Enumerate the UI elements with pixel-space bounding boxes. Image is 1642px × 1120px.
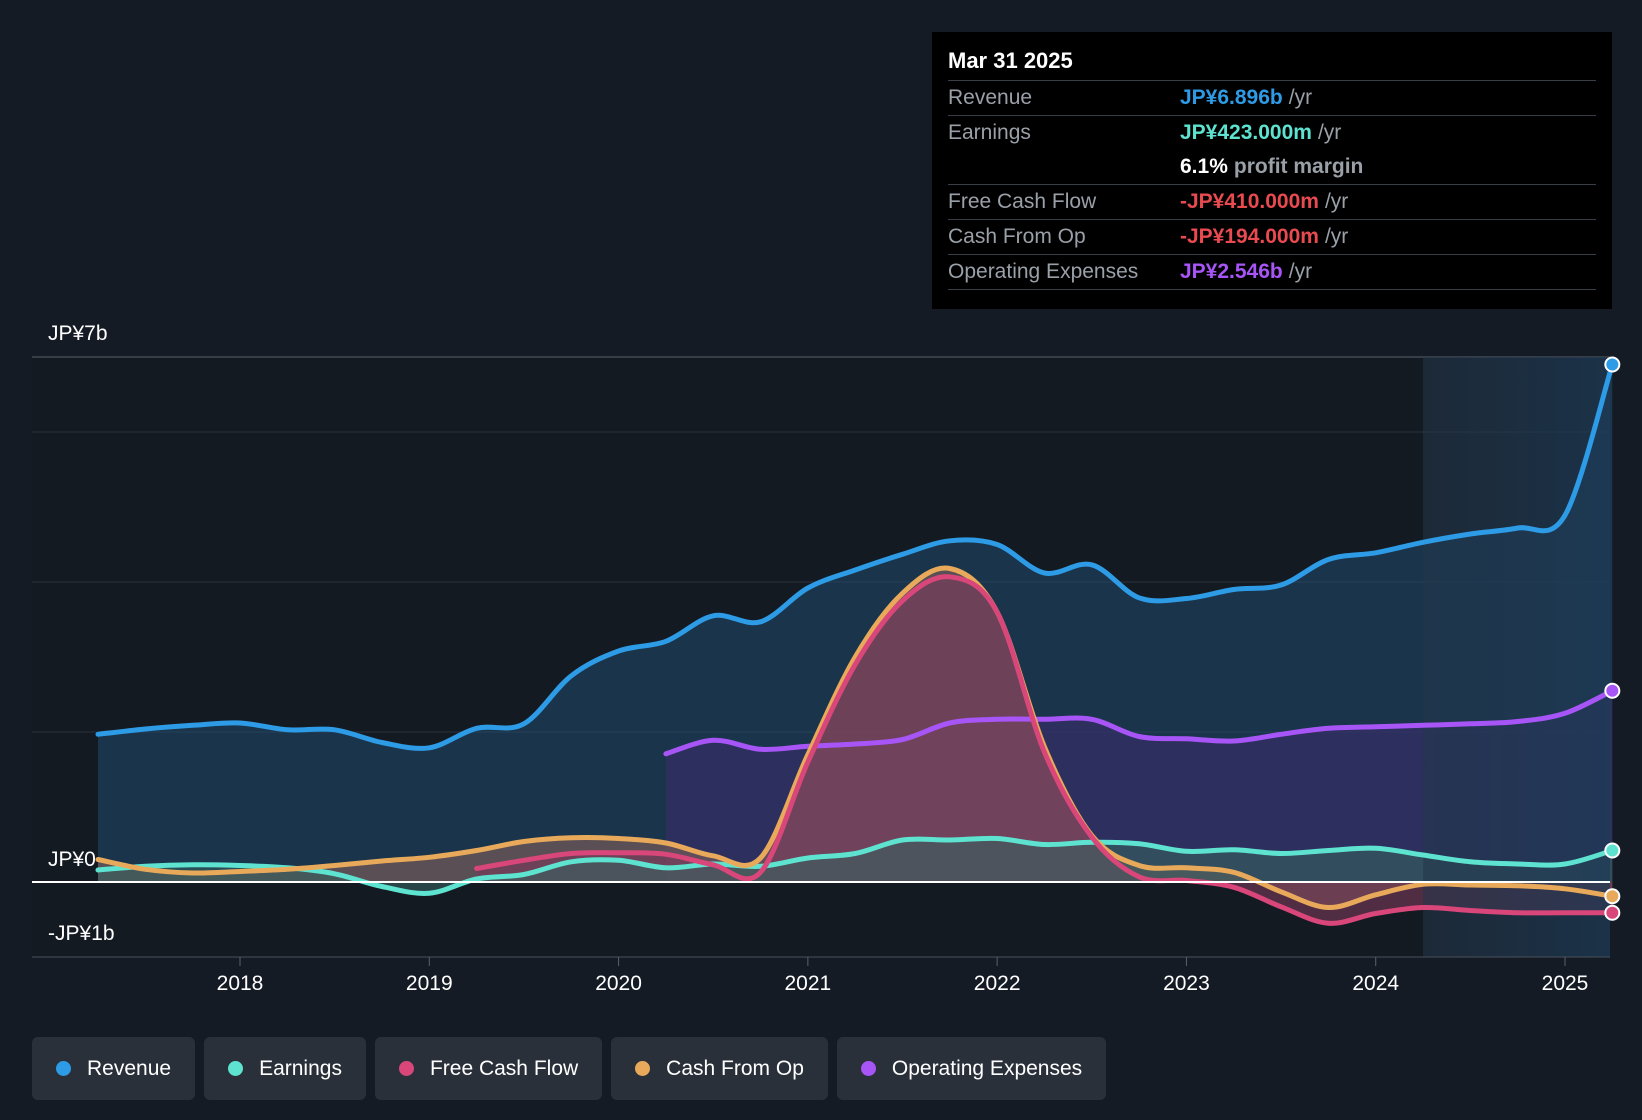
- forecast-highlight-region: [1423, 357, 1610, 957]
- x-tick-label: 2025: [1542, 972, 1589, 995]
- endpoint-free-cash-flow: [1604, 904, 1621, 921]
- tooltip-unit: /yr: [1324, 225, 1349, 248]
- tooltip-unit: /yr: [1324, 190, 1349, 213]
- y-label-top: JP¥7b: [48, 322, 108, 345]
- x-tick-label: 2023: [1163, 972, 1210, 995]
- x-tick-label: 2021: [784, 972, 831, 995]
- line-earnings: [95, 835, 1615, 896]
- line-revenue: [95, 362, 1615, 751]
- tooltip-label: Cash From Op: [948, 225, 1086, 248]
- tooltip-label: Revenue: [948, 86, 1033, 109]
- legend-label: Earnings: [259, 1056, 342, 1080]
- tooltip-label: Free Cash Flow: [948, 190, 1097, 213]
- x-tick-label: 2019: [406, 972, 453, 995]
- legend-item-cash-from-op[interactable]: Cash From Op: [611, 1037, 828, 1100]
- x-axis-ticks: 2018 2019 2020 2021 2022 2023 2024 2025: [217, 957, 1589, 995]
- legend-item-free-cash-flow[interactable]: Free Cash Flow: [374, 1037, 603, 1100]
- endpoint-operating-expenses: [1604, 682, 1621, 699]
- legend-dot-icon: [860, 1061, 876, 1076]
- tooltip-unit: /yr: [1288, 86, 1313, 109]
- legend-dot-icon: [228, 1061, 244, 1076]
- legend-label: Free Cash Flow: [429, 1056, 579, 1080]
- endpoint-cash-from-op: [1604, 888, 1621, 905]
- legend-item-revenue[interactable]: Revenue: [32, 1037, 196, 1100]
- tooltip-row-cash-from-op: Cash From Op -JP¥194.000m /yr: [948, 220, 1596, 255]
- legend-dot-icon: [398, 1061, 414, 1076]
- x-tick-label: 2020: [595, 972, 642, 995]
- tooltip-row-revenue: Revenue JP¥6.896b /yr: [948, 81, 1596, 116]
- line-operating-expenses: [663, 688, 1615, 757]
- y-label-bottom: -JP¥1b: [48, 922, 115, 945]
- tooltip-row-operating-expenses: Operating Expenses JP¥2.546b /yr: [948, 255, 1596, 290]
- x-tick-label: 2018: [217, 972, 264, 995]
- tooltip-value: -JP¥194.000m: [1180, 225, 1319, 248]
- legend: Revenue Earnings Free Cash Flow Cash Fro…: [32, 1037, 1107, 1100]
- legend-label: Revenue: [87, 1056, 172, 1080]
- tooltip-row-profit-margin: 6.1% profit margin: [948, 150, 1596, 185]
- legend-label: Operating Expenses: [891, 1056, 1083, 1080]
- line-cash-from-op: [95, 565, 1615, 911]
- tooltip-unit: /yr: [1317, 121, 1342, 144]
- tooltip-row-earnings: Earnings JP¥423.000m /yr: [948, 116, 1596, 150]
- legend-dot-icon: [635, 1061, 651, 1076]
- series-endpoints: [1604, 356, 1621, 921]
- tooltip-value: JP¥423.000m: [1180, 121, 1312, 144]
- tooltip-row-free-cash-flow: Free Cash Flow -JP¥410.000m /yr: [948, 185, 1596, 220]
- tooltip-date: Mar 31 2025: [948, 46, 1596, 81]
- endpoint-revenue: [1604, 356, 1621, 373]
- series-lines: [95, 362, 1615, 926]
- tooltip-label: Operating Expenses: [948, 260, 1139, 283]
- profit-margin-text: profit margin: [1233, 155, 1364, 178]
- tooltip-value: JP¥2.546b: [1180, 260, 1283, 283]
- tooltip-value: JP¥6.896b: [1180, 86, 1283, 109]
- y-label-zero: JP¥0: [48, 848, 96, 871]
- endpoint-earnings: [1604, 842, 1621, 859]
- x-tick-label: 2022: [974, 972, 1021, 995]
- legend-item-operating-expenses[interactable]: Operating Expenses: [836, 1037, 1107, 1100]
- legend-label: Cash From Op: [666, 1056, 804, 1080]
- tooltip-label: Earnings: [948, 121, 1031, 144]
- tooltip-unit: /yr: [1288, 260, 1313, 283]
- line-free-cash-flow: [474, 574, 1615, 926]
- tooltip-value: -JP¥410.000m: [1180, 190, 1319, 213]
- legend-dot-icon: [56, 1061, 71, 1076]
- profit-margin-value: 6.1%: [1180, 155, 1228, 178]
- tooltip-panel: Mar 31 2025 Revenue JP¥6.896b /yr Earnin…: [932, 32, 1612, 309]
- legend-item-earnings[interactable]: Earnings: [204, 1037, 366, 1100]
- x-tick-label: 2024: [1352, 972, 1399, 995]
